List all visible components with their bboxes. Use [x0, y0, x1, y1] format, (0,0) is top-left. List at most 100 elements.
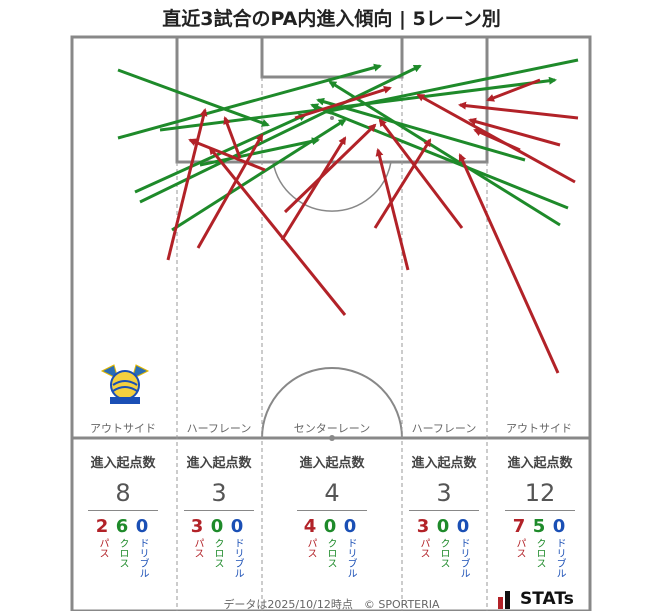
- cross-count: 0: [210, 516, 224, 537]
- cross-arrow: [117, 68, 270, 127]
- dribble-count-cell: 0 ドリブル: [549, 516, 569, 579]
- lane-label-left-outside: アウトサイド: [90, 422, 156, 435]
- pass-arrow: [223, 116, 242, 159]
- dribble-count: 0: [456, 516, 470, 537]
- cross-arrow: [328, 80, 561, 227]
- dribble-count: 0: [552, 516, 566, 537]
- pass-count: 3: [190, 516, 204, 537]
- pass-arrow: [188, 138, 266, 172]
- lane-breakdown-0: 2 パス 6 クロス 0 ドリブル: [92, 517, 162, 583]
- cross-count: 6: [115, 516, 129, 537]
- lane-label-left-halfspace: ハーフレーン: [186, 422, 252, 435]
- pass-count-cell: 2 パス: [92, 517, 112, 559]
- cross-label: クロス: [534, 538, 545, 568]
- cross-count-cell: 5 クロス: [529, 516, 549, 569]
- stats-head: 進入起点数: [411, 456, 477, 471]
- lane-stats-1: 進入起点数 3: [179, 452, 259, 511]
- lane-breakdown-2: 4 パス 0 クロス 0 ドリブル: [300, 517, 370, 583]
- cross-count: 0: [323, 516, 337, 537]
- cross-count: 0: [436, 516, 450, 537]
- stats-rule: [297, 510, 367, 511]
- pass-count-cell: 3 パス: [187, 516, 207, 559]
- pass-count: 3: [416, 516, 430, 537]
- pass-count-cell: 4 パス: [300, 516, 320, 559]
- stats-head: 進入起点数: [299, 456, 365, 471]
- dribble-count: 0: [343, 516, 357, 537]
- dribble-label: ドリブル: [232, 538, 243, 578]
- pass-arrow: [196, 133, 264, 249]
- team-emblem-icon: [100, 364, 150, 404]
- stats-total: 8: [115, 479, 131, 507]
- stats-head: 進入起点数: [186, 456, 252, 471]
- dribble-label: ドリブル: [137, 538, 148, 578]
- pass-label: パス: [305, 538, 316, 558]
- cross-arrow: [310, 103, 569, 210]
- cross-count-cell: 0 クロス: [207, 516, 227, 569]
- stats-total: 3: [436, 479, 452, 507]
- pass-count-cell: 3 パス: [413, 516, 433, 559]
- pass-arrow: [280, 136, 347, 241]
- pass-label: パス: [192, 538, 203, 558]
- pass-count: 4: [303, 516, 317, 537]
- cross-label: クロス: [325, 538, 336, 568]
- cross-count-cell: 0 クロス: [320, 516, 340, 569]
- pass-arrow: [166, 108, 208, 261]
- pass-label: パス: [418, 538, 429, 558]
- cross-count-cell: 0 クロス: [433, 516, 453, 569]
- pass-count: 7: [512, 516, 526, 537]
- lane-stats-4: 進入起点数 12: [500, 452, 580, 511]
- pass-arrow: [458, 153, 560, 374]
- stats-logo-icon: [498, 591, 510, 609]
- pass-label: パス: [97, 538, 108, 558]
- stats-head: 進入起点数: [90, 456, 156, 471]
- stats-rule: [184, 510, 254, 511]
- pass-arrow: [458, 101, 579, 120]
- pass-arrow: [473, 128, 521, 152]
- lane-label-right-halfspace: ハーフレーン: [411, 422, 477, 435]
- pass-arrow: [375, 148, 410, 271]
- dribble-count-cell: 0 ドリブル: [453, 516, 473, 579]
- lane-breakdown-1: 3 パス 0 クロス 0 ドリブル: [187, 517, 257, 583]
- pass-arrow: [283, 123, 377, 214]
- pass-count-cell: 7 パス: [509, 516, 529, 559]
- center-circle: [261, 367, 403, 439]
- lane-label-center: センターレーン: [293, 422, 371, 435]
- pass-arrow: [294, 85, 392, 120]
- cross-arrow: [316, 97, 526, 162]
- lane-stats-2: 進入起点数 4: [292, 452, 372, 511]
- stats-total: 3: [211, 479, 227, 507]
- goal-area: [260, 35, 404, 79]
- penalty-area: [175, 35, 489, 164]
- stats-total: 12: [524, 479, 556, 507]
- penalty-spot: [330, 116, 334, 120]
- lane-breakdown-3: 3 パス 0 クロス 0 ドリブル: [413, 517, 483, 583]
- lane-stats-3: 進入起点数 3: [404, 452, 484, 511]
- cross-arrow: [117, 63, 382, 140]
- lane-label-right-outside: アウトサイド: [506, 422, 572, 435]
- penalty-arc: [272, 161, 392, 212]
- footer-note: データは2025/10/12時点 © SPORTERIA: [223, 598, 440, 611]
- cross-label: クロス: [438, 538, 449, 568]
- pass-arrow: [468, 117, 561, 147]
- dribble-count-cell: 0 ドリブル: [132, 517, 152, 579]
- dribble-label: ドリブル: [554, 538, 565, 578]
- stats-rule: [409, 510, 479, 511]
- stats-rule: [505, 510, 575, 511]
- pass-arrow: [378, 118, 464, 229]
- brand-logo: STATs: [520, 589, 574, 609]
- stats-head: 進入起点数: [507, 456, 573, 471]
- center-spot: [329, 435, 335, 441]
- cross-count: 5: [532, 516, 546, 537]
- stats-rule: [88, 510, 158, 511]
- dribble-label: ドリブル: [345, 538, 356, 578]
- dribble-label: ドリブル: [458, 538, 469, 578]
- dribble-count-cell: 0 ドリブル: [340, 516, 360, 579]
- dribble-count-cell: 0 ドリブル: [227, 517, 247, 579]
- lane-stats-0: 進入起点数 8: [83, 452, 163, 511]
- pass-label: パス: [514, 538, 525, 558]
- cross-count-cell: 6 クロス: [112, 516, 132, 569]
- stats-total: 4: [324, 479, 340, 507]
- cross-arrow: [323, 58, 579, 115]
- pass-arrow: [373, 138, 432, 229]
